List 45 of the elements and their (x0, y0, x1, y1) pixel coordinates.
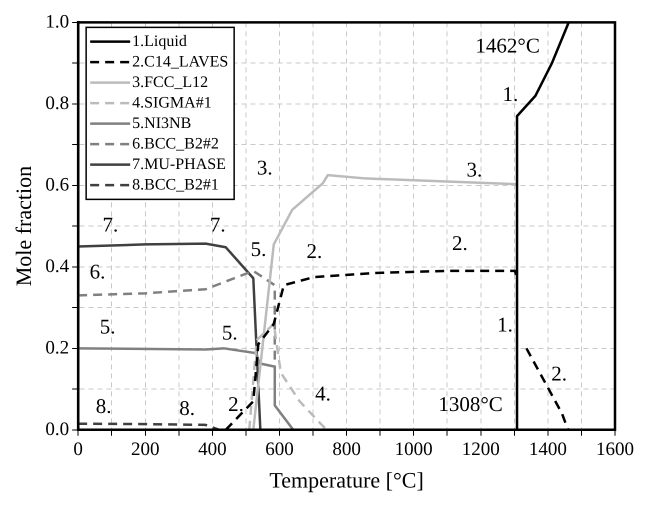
x-tick-label: 1400 (528, 439, 567, 460)
y-tick-label: 0.4 (45, 256, 70, 277)
x-tick-label: 200 (131, 439, 160, 460)
annotation: 4. (315, 382, 331, 406)
x-tick-label: 1000 (394, 439, 433, 460)
annotation: 1. (502, 82, 518, 106)
y-tick-label: 0.8 (45, 92, 70, 114)
x-tick-label: 400 (198, 439, 227, 460)
legend-label: 7.MU-PHASE (132, 156, 226, 173)
annotation: 7. (102, 212, 118, 237)
legend-label: 1.Liquid (132, 32, 187, 50)
annotation: 1. (497, 312, 513, 336)
annotation: 8. (179, 396, 196, 420)
y-tick-label: 0.6 (45, 174, 70, 196)
legend-label: 6.BCC_B2#2 (132, 135, 219, 152)
annotation: 6. (90, 259, 106, 284)
x-tick-label: 1200 (462, 439, 500, 460)
annotation: 8. (96, 394, 112, 418)
y-tick-label: 0.2 (45, 337, 70, 358)
annotation: 5. (250, 237, 266, 262)
y-tick-label: 0.0 (45, 418, 70, 440)
legend-label: 3.FCC_L12 (132, 74, 208, 91)
annotation: 2. (452, 230, 468, 255)
x-axis-title: Temperature [°C] (269, 468, 424, 493)
annotation: 2. (228, 392, 244, 416)
annotation: 3. (256, 156, 273, 180)
legend-label: 4.SIGMA#1 (132, 94, 212, 112)
legend-label: 8.BCC_B2#1 (132, 176, 219, 194)
annotation: 5. (100, 314, 116, 338)
y-tick-label: 1.0 (45, 11, 70, 32)
x-tick-label: 600 (265, 439, 294, 460)
line-series (78, 422, 220, 430)
annotation: 3. (466, 158, 482, 182)
annotation: 7. (210, 212, 226, 237)
x-tick-label: 0 (73, 439, 83, 460)
annotation: 2. (306, 239, 322, 264)
legend-label: 2.C14_LAVES (132, 53, 228, 70)
annotation: 1462°C (475, 33, 540, 58)
annotation: 1308°C (438, 392, 503, 416)
x-tick-label: 800 (332, 439, 361, 460)
x-tick-label: 1600 (596, 439, 634, 460)
legend-label: 5.NI3NB (132, 114, 192, 132)
y-axis-title: Mole fraction (10, 166, 36, 286)
annotation: 2. (551, 361, 568, 386)
annotation: 5. (222, 320, 238, 345)
